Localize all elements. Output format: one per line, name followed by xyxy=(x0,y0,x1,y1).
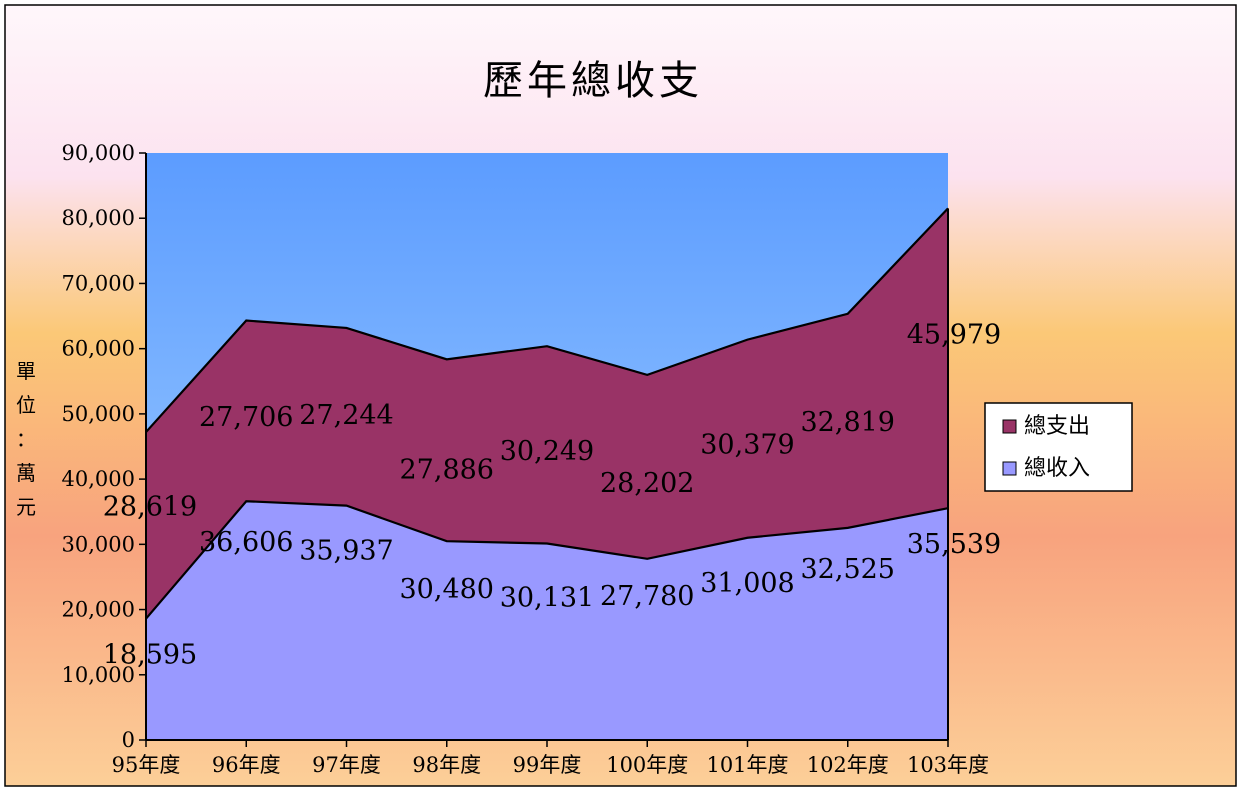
data-label-income: 35,937 xyxy=(299,536,393,567)
data-label-income: 30,131 xyxy=(500,582,594,613)
y-tick-label: 70,000 xyxy=(62,271,135,295)
y-axis-label-char: 萬 xyxy=(16,461,36,485)
y-axis-label-char: 位 xyxy=(16,393,36,417)
series-area-income xyxy=(146,501,948,740)
y-tick-label: 50,000 xyxy=(62,402,135,426)
x-tick-label: 96年度 xyxy=(212,753,281,777)
data-label-expense: 32,819 xyxy=(801,407,895,438)
y-tick-label: 80,000 xyxy=(62,206,135,230)
x-tick-label: 103年度 xyxy=(907,753,989,777)
y-tick-label: 10,000 xyxy=(62,663,135,687)
legend-label: 總收入 xyxy=(1024,456,1090,481)
data-label-income: 35,539 xyxy=(907,529,1001,560)
data-label-expense: 28,202 xyxy=(600,468,694,499)
chart-title: 歷年總收支 xyxy=(483,58,703,104)
y-tick-label: 90,000 xyxy=(62,141,135,165)
data-label-income: 18,595 xyxy=(103,640,197,671)
y-tick-label: 40,000 xyxy=(62,467,135,491)
legend-swatch xyxy=(1002,419,1017,434)
data-label-income: 32,525 xyxy=(801,554,895,585)
data-label-expense: 45,979 xyxy=(907,319,1001,350)
data-label-expense: 28,619 xyxy=(103,491,197,522)
y-axis-label-char: 元 xyxy=(16,495,36,519)
x-tick-label: 99年度 xyxy=(513,753,582,777)
data-label-expense: 27,706 xyxy=(199,402,293,433)
x-tick-label: 98年度 xyxy=(412,753,481,777)
data-label-income: 27,780 xyxy=(600,581,694,612)
series-line-expense-top xyxy=(145,207,949,433)
legend-label: 總支出 xyxy=(1024,414,1090,439)
y-axis-label-char: ： xyxy=(16,427,36,451)
series-line-income xyxy=(145,500,949,620)
x-tick-label: 102年度 xyxy=(807,753,889,777)
x-tick-label: 95年度 xyxy=(112,753,181,777)
data-label-income: 30,480 xyxy=(400,574,494,605)
legend-box xyxy=(984,402,1133,492)
legend-swatch xyxy=(1002,461,1017,476)
x-tick-label: 97年度 xyxy=(312,753,381,777)
data-label-expense: 27,244 xyxy=(299,400,393,431)
series-areas xyxy=(146,208,948,740)
data-label-expense: 30,249 xyxy=(500,436,594,467)
y-axis-ticks: 0 10,000 20,000 30,000 40,000 50,000 60,000 70,… xyxy=(62,141,146,752)
x-tick-label: 101年度 xyxy=(706,753,788,777)
y-tick-label: 0 xyxy=(122,728,135,752)
data-label-expense: 27,886 xyxy=(400,454,494,485)
y-tick-label: 30,000 xyxy=(62,532,135,556)
y-tick-label: 60,000 xyxy=(62,337,135,361)
y-axis-label: 單位 ： 萬元 xyxy=(16,359,36,519)
y-tick-label: 20,000 xyxy=(62,598,135,622)
y-axis-label-char: 單 xyxy=(16,359,36,383)
data-label-expense: 30,379 xyxy=(700,430,794,461)
data-label-income: 31,008 xyxy=(700,568,794,599)
x-tick-label: 100年度 xyxy=(606,753,688,777)
series-area-expense xyxy=(146,208,948,619)
data-label-income: 36,606 xyxy=(199,527,293,558)
x-axis-ticks: 95年度 96年度 97年度 98年度 99年度 100年度 101年度 102年度 103年度 xyxy=(112,740,989,777)
